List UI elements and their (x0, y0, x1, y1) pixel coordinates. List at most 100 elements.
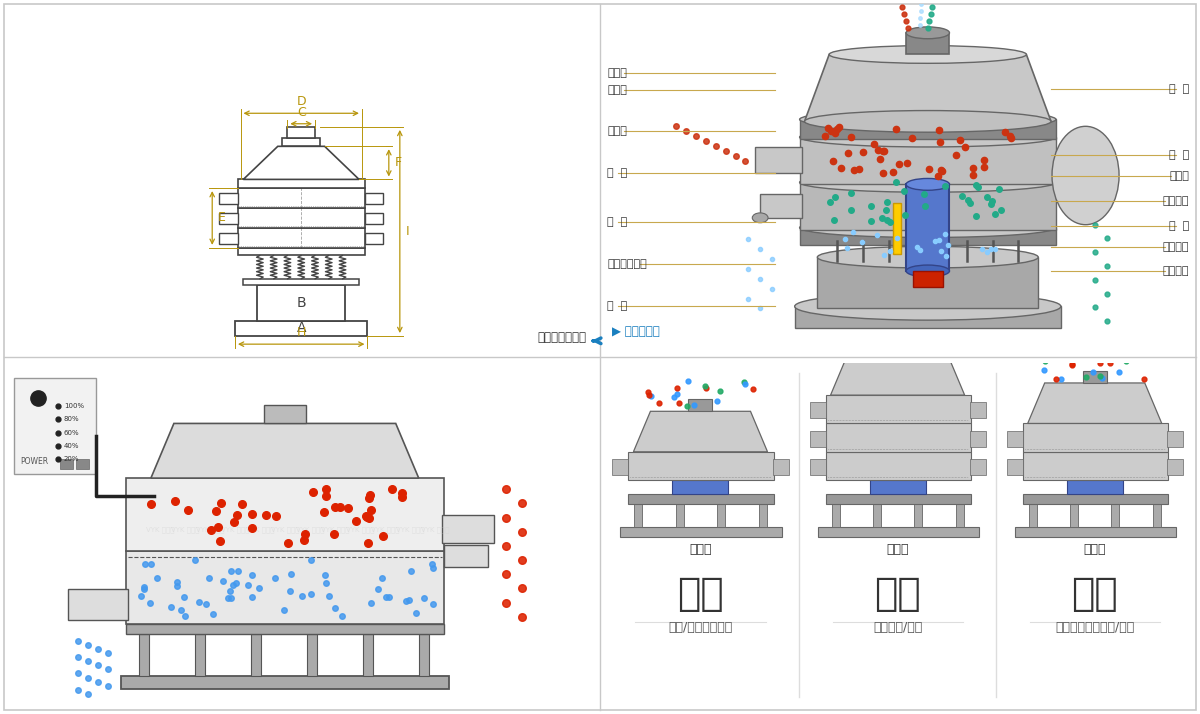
Polygon shape (1027, 383, 1162, 423)
Polygon shape (634, 411, 768, 452)
Text: 外形尺寸示意图: 外形尺寸示意图 (538, 331, 587, 343)
Text: 颗粒/粉末准确分级: 颗粒/粉末准确分级 (668, 620, 732, 634)
Text: VYK 振动筛: VYK 振动筛 (170, 526, 199, 533)
FancyBboxPatch shape (1022, 423, 1168, 452)
Text: 三层式: 三层式 (887, 543, 908, 556)
Text: VYK 振动筛: VYK 振动筛 (146, 526, 174, 533)
FancyBboxPatch shape (126, 551, 444, 624)
Text: VYK 振动筛: VYK 振动筛 (421, 526, 449, 533)
Text: VYK 振动筛: VYK 振动筛 (346, 526, 374, 533)
Text: 过滤: 过滤 (875, 575, 920, 613)
Text: 60%: 60% (64, 430, 79, 436)
FancyBboxPatch shape (238, 248, 365, 256)
Text: 40%: 40% (64, 443, 79, 448)
FancyBboxPatch shape (620, 527, 781, 537)
Text: VYK 振动筛: VYK 振动筛 (320, 526, 349, 533)
FancyBboxPatch shape (629, 494, 774, 504)
Text: VYK 振动筛: VYK 振动筛 (396, 526, 425, 533)
FancyBboxPatch shape (1022, 494, 1168, 504)
FancyBboxPatch shape (755, 147, 802, 173)
FancyBboxPatch shape (282, 138, 320, 146)
Text: F: F (395, 156, 402, 169)
Text: 上部重锤: 上部重锤 (1163, 196, 1189, 206)
FancyBboxPatch shape (362, 634, 373, 676)
FancyBboxPatch shape (817, 527, 979, 537)
FancyBboxPatch shape (810, 402, 826, 418)
FancyBboxPatch shape (365, 233, 383, 243)
Text: C: C (296, 106, 306, 119)
FancyBboxPatch shape (906, 184, 949, 271)
FancyBboxPatch shape (799, 182, 1056, 230)
FancyBboxPatch shape (955, 504, 964, 527)
FancyBboxPatch shape (1070, 504, 1078, 527)
Polygon shape (830, 355, 965, 395)
FancyBboxPatch shape (832, 504, 840, 527)
Text: 运输固定螺栓: 运输固定螺栓 (607, 259, 647, 269)
Text: 机  座: 机 座 (607, 301, 628, 311)
Text: 下部重锤: 下部重锤 (1163, 266, 1189, 276)
FancyBboxPatch shape (307, 634, 317, 676)
Text: VYK 振动筛: VYK 振动筛 (271, 526, 299, 533)
FancyBboxPatch shape (886, 343, 910, 355)
Text: 筛  盘: 筛 盘 (1169, 221, 1189, 231)
FancyBboxPatch shape (870, 480, 925, 494)
Ellipse shape (799, 109, 1056, 129)
FancyBboxPatch shape (365, 213, 383, 223)
Ellipse shape (799, 173, 1056, 192)
Text: 进料口: 进料口 (607, 68, 628, 78)
FancyBboxPatch shape (970, 402, 985, 418)
Text: VYK 振动筛: VYK 振动筛 (246, 526, 275, 533)
Polygon shape (804, 54, 1051, 121)
FancyBboxPatch shape (238, 208, 365, 228)
Text: H: H (296, 326, 306, 339)
FancyBboxPatch shape (826, 395, 971, 423)
FancyBboxPatch shape (826, 494, 971, 504)
FancyBboxPatch shape (970, 431, 985, 447)
FancyBboxPatch shape (676, 504, 684, 527)
Text: 分级: 分级 (677, 575, 724, 613)
Ellipse shape (906, 27, 949, 39)
Text: D: D (296, 95, 306, 109)
Text: E: E (217, 211, 226, 224)
Text: 双层式: 双层式 (1084, 543, 1106, 556)
Text: VYK 振动筛: VYK 振动筛 (296, 526, 324, 533)
FancyBboxPatch shape (1082, 371, 1106, 383)
Text: 防尘盖: 防尘盖 (607, 86, 628, 96)
FancyBboxPatch shape (60, 459, 73, 469)
Ellipse shape (1052, 126, 1120, 225)
FancyBboxPatch shape (913, 271, 942, 287)
Text: ▶ 结构示意图: ▶ 结构示意图 (612, 325, 660, 338)
FancyBboxPatch shape (126, 478, 444, 551)
FancyBboxPatch shape (244, 279, 359, 285)
FancyBboxPatch shape (238, 188, 365, 208)
FancyBboxPatch shape (194, 634, 205, 676)
FancyBboxPatch shape (893, 203, 901, 254)
FancyBboxPatch shape (760, 194, 802, 218)
Text: POWER: POWER (20, 457, 48, 466)
FancyBboxPatch shape (799, 119, 1056, 139)
Text: 80%: 80% (64, 416, 79, 423)
FancyBboxPatch shape (1028, 504, 1037, 527)
FancyBboxPatch shape (76, 459, 89, 469)
FancyBboxPatch shape (220, 233, 238, 243)
Text: I: I (406, 225, 409, 238)
Text: 网  架: 网 架 (1169, 151, 1189, 161)
FancyBboxPatch shape (365, 193, 383, 204)
Text: VYK 振动筛: VYK 振动筛 (196, 526, 224, 533)
Ellipse shape (799, 218, 1056, 238)
Text: A: A (296, 321, 306, 336)
FancyBboxPatch shape (14, 378, 96, 474)
FancyBboxPatch shape (629, 452, 774, 480)
Text: 除杂: 除杂 (1072, 575, 1118, 613)
FancyBboxPatch shape (251, 634, 260, 676)
FancyBboxPatch shape (238, 228, 365, 248)
FancyBboxPatch shape (799, 228, 1056, 246)
FancyBboxPatch shape (773, 459, 788, 475)
Text: 束  环: 束 环 (607, 168, 628, 178)
FancyBboxPatch shape (794, 306, 1061, 328)
FancyBboxPatch shape (442, 515, 493, 543)
FancyBboxPatch shape (235, 321, 367, 336)
FancyBboxPatch shape (238, 179, 365, 188)
FancyBboxPatch shape (1007, 431, 1022, 447)
FancyBboxPatch shape (264, 406, 306, 423)
